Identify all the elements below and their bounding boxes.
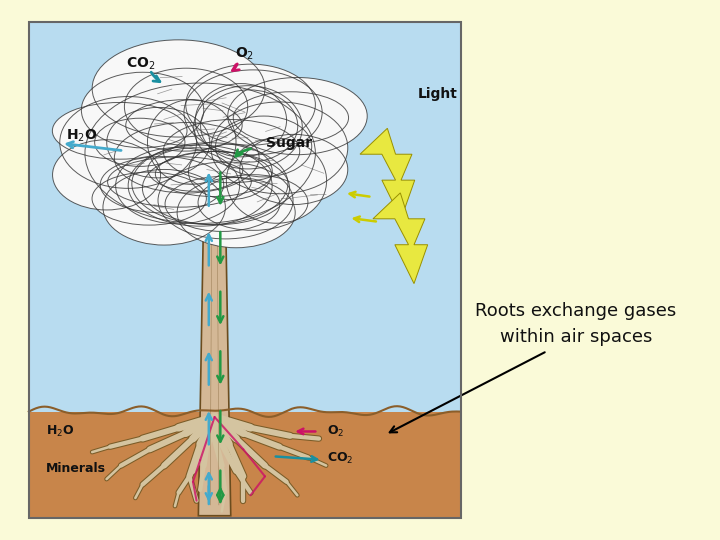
- Ellipse shape: [125, 68, 248, 145]
- Text: H$_2$O: H$_2$O: [66, 127, 97, 144]
- Polygon shape: [360, 129, 415, 219]
- Ellipse shape: [215, 116, 312, 177]
- Bar: [29, 411, 461, 518]
- Ellipse shape: [228, 78, 367, 154]
- Ellipse shape: [100, 157, 224, 213]
- Ellipse shape: [132, 143, 288, 225]
- Ellipse shape: [211, 102, 348, 194]
- Ellipse shape: [233, 92, 348, 144]
- Ellipse shape: [107, 107, 210, 178]
- Text: Light: Light: [418, 86, 457, 100]
- Ellipse shape: [81, 72, 204, 148]
- Ellipse shape: [198, 174, 308, 231]
- Text: O$_2$: O$_2$: [235, 46, 254, 62]
- Ellipse shape: [85, 83, 315, 224]
- Ellipse shape: [201, 90, 298, 162]
- Ellipse shape: [126, 100, 242, 151]
- Polygon shape: [373, 193, 428, 284]
- Ellipse shape: [116, 147, 240, 224]
- Ellipse shape: [177, 178, 295, 248]
- Ellipse shape: [92, 40, 265, 137]
- Ellipse shape: [163, 119, 300, 183]
- Text: Roots exchange gases
within air spaces: Roots exchange gases within air spaces: [475, 302, 677, 346]
- Ellipse shape: [226, 138, 327, 223]
- Ellipse shape: [53, 103, 187, 159]
- Ellipse shape: [103, 170, 225, 245]
- Ellipse shape: [156, 151, 271, 197]
- Ellipse shape: [186, 64, 315, 145]
- Text: O$_2$: O$_2$: [327, 424, 344, 439]
- Ellipse shape: [165, 177, 280, 232]
- Ellipse shape: [107, 157, 251, 207]
- Bar: [29, 22, 461, 518]
- Ellipse shape: [194, 86, 302, 169]
- Ellipse shape: [53, 140, 161, 210]
- Ellipse shape: [94, 118, 185, 166]
- Bar: [29, 22, 461, 411]
- Ellipse shape: [158, 162, 293, 239]
- Ellipse shape: [148, 148, 243, 191]
- Ellipse shape: [184, 70, 322, 155]
- Ellipse shape: [128, 145, 272, 226]
- Ellipse shape: [189, 144, 272, 200]
- Polygon shape: [198, 161, 230, 516]
- Ellipse shape: [92, 172, 207, 225]
- Text: CO$_2$: CO$_2$: [327, 451, 354, 467]
- Ellipse shape: [148, 99, 236, 184]
- Ellipse shape: [60, 97, 197, 188]
- Text: Sugar: Sugar: [266, 136, 312, 150]
- Text: Minerals: Minerals: [46, 462, 106, 475]
- Ellipse shape: [143, 152, 289, 225]
- Ellipse shape: [114, 123, 259, 193]
- Text: CO$_2$: CO$_2$: [127, 55, 156, 71]
- Text: H$_2$O: H$_2$O: [46, 424, 75, 439]
- Ellipse shape: [240, 134, 348, 205]
- Ellipse shape: [195, 84, 287, 157]
